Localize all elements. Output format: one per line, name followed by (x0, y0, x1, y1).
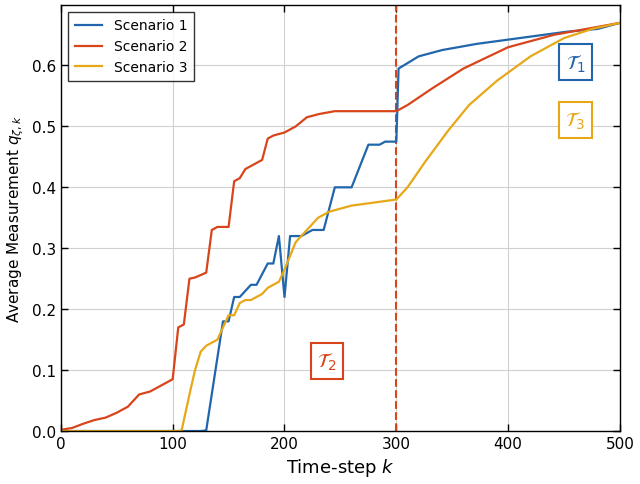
Scenario 1 (196, 428, 204, 434)
Scenario 3 (616, 21, 624, 27)
Line: Scenario 2: Scenario 2 (61, 24, 620, 430)
Text: $\mathcal{T}_2$: $\mathcal{T}_2$ (317, 350, 337, 372)
Text: $\mathcal{T}_3$: $\mathcal{T}_3$ (565, 110, 585, 132)
Line: Scenario 3: Scenario 3 (61, 24, 620, 431)
Scenario 2 (57, 427, 65, 433)
Scenario 1 (616, 21, 624, 27)
Scenario 3 (520, 59, 527, 65)
Y-axis label: Average Measurement $q_{\zeta,k}$: Average Measurement $q_{\zeta,k}$ (6, 115, 26, 322)
Scenario 2 (219, 225, 227, 230)
Scenario 1 (260, 268, 268, 273)
Scenario 3 (260, 289, 268, 295)
Scenario 1 (57, 428, 65, 434)
Text: $\mathcal{T}_1$: $\mathcal{T}_1$ (566, 52, 585, 75)
Scenario 3 (57, 428, 65, 434)
Line: Scenario 1: Scenario 1 (61, 24, 620, 431)
Scenario 3 (417, 166, 425, 171)
Scenario 1 (520, 35, 527, 41)
Scenario 3 (424, 156, 431, 162)
Scenario 2 (616, 21, 624, 27)
Scenario 2 (520, 41, 527, 47)
Scenario 1 (424, 52, 431, 58)
X-axis label: Time-step $k$: Time-step $k$ (286, 456, 395, 479)
Scenario 1 (219, 319, 227, 325)
Scenario 2 (196, 273, 204, 279)
Legend: Scenario 1, Scenario 2, Scenario 3: Scenario 1, Scenario 2, Scenario 3 (68, 13, 194, 82)
Scenario 2 (260, 149, 268, 155)
Scenario 1 (417, 54, 425, 60)
Scenario 2 (417, 94, 425, 100)
Scenario 3 (219, 325, 227, 331)
Scenario 3 (196, 353, 204, 359)
Scenario 2 (424, 89, 431, 95)
